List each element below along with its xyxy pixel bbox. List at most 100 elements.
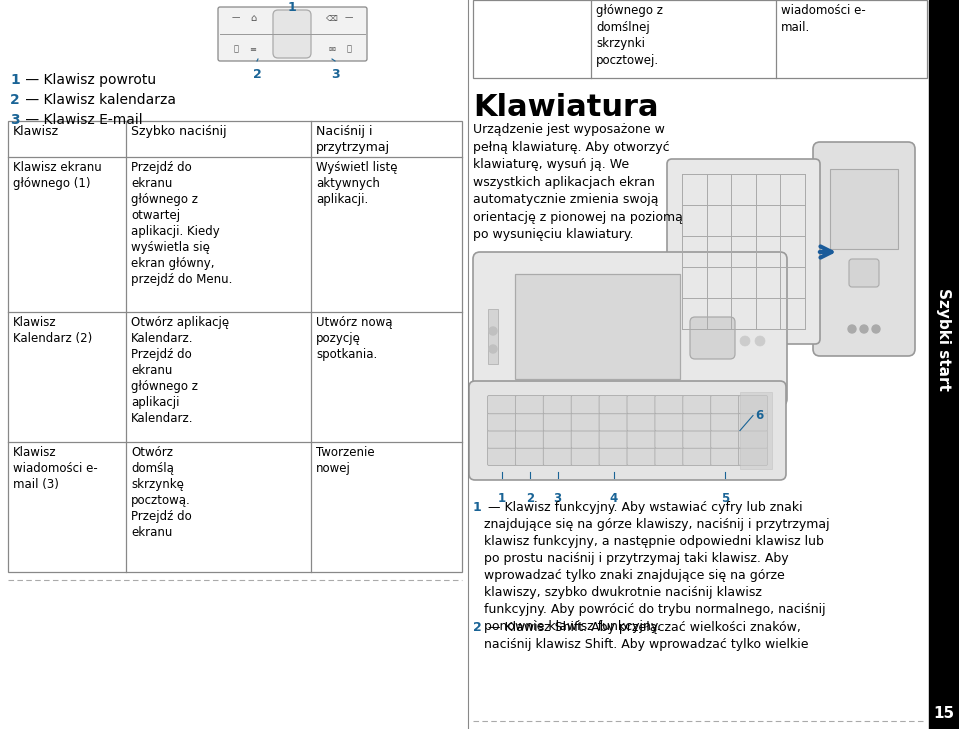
FancyBboxPatch shape [738, 448, 767, 466]
FancyBboxPatch shape [711, 430, 739, 448]
Text: 6: 6 [755, 409, 763, 422]
Text: 3: 3 [10, 113, 19, 127]
FancyBboxPatch shape [487, 448, 516, 466]
Text: 1: 1 [473, 501, 481, 514]
FancyBboxPatch shape [627, 430, 656, 448]
Circle shape [740, 336, 750, 346]
FancyBboxPatch shape [515, 448, 545, 466]
FancyBboxPatch shape [813, 142, 915, 356]
FancyBboxPatch shape [738, 396, 767, 414]
Text: 2: 2 [10, 93, 20, 107]
FancyBboxPatch shape [599, 448, 628, 466]
Text: — Klawisz powrotu: — Klawisz powrotu [21, 73, 156, 87]
Text: Otwórz
domślą
skrzynkę
pocztową.
Przejdź do
ekranu: Otwórz domślą skrzynkę pocztową. Przejdź… [131, 446, 192, 539]
Text: 4: 4 [609, 492, 618, 505]
FancyBboxPatch shape [683, 448, 712, 466]
Text: ⌂: ⌂ [250, 13, 256, 23]
FancyBboxPatch shape [690, 317, 735, 359]
FancyBboxPatch shape [515, 413, 545, 431]
FancyBboxPatch shape [683, 430, 712, 448]
FancyBboxPatch shape [544, 413, 573, 431]
Text: 3: 3 [553, 492, 562, 505]
Text: ⌫: ⌫ [326, 14, 338, 23]
Text: 2: 2 [473, 621, 481, 634]
FancyBboxPatch shape [487, 413, 516, 431]
Text: — Klawisz funkcyjny. Aby wstawiać cyfry lub znaki
znajdujące się na górze klawis: — Klawisz funkcyjny. Aby wstawiać cyfry … [484, 501, 830, 633]
FancyBboxPatch shape [599, 430, 628, 448]
FancyBboxPatch shape [572, 448, 600, 466]
FancyBboxPatch shape [473, 252, 787, 406]
Text: — Klawisz kalendarza: — Klawisz kalendarza [21, 93, 176, 107]
Circle shape [755, 336, 765, 346]
Text: — Klawisz E-mail: — Klawisz E-mail [21, 113, 143, 127]
Text: Naciśnij i
przytrzymaj: Naciśnij i przytrzymaj [316, 125, 390, 154]
FancyBboxPatch shape [667, 159, 820, 344]
Text: 3: 3 [331, 68, 339, 81]
Text: 15: 15 [933, 706, 954, 720]
FancyBboxPatch shape [655, 430, 684, 448]
Text: Szybki start: Szybki start [937, 287, 951, 391]
Text: 1: 1 [10, 73, 20, 87]
Bar [515, 274, 680, 379]
FancyBboxPatch shape [469, 381, 786, 480]
FancyBboxPatch shape [711, 396, 739, 414]
FancyBboxPatch shape [655, 448, 684, 466]
FancyBboxPatch shape [572, 396, 600, 414]
Text: 1: 1 [498, 492, 506, 505]
Text: —: — [232, 14, 240, 23]
FancyBboxPatch shape [849, 259, 879, 287]
Text: Klawisz
wiadomości e-
mail (3): Klawisz wiadomości e- mail (3) [13, 446, 98, 491]
Text: 5: 5 [721, 492, 729, 505]
FancyBboxPatch shape [599, 413, 628, 431]
Text: głównego z
domślnej
skrzynki
pocztowej.: głównego z domślnej skrzynki pocztowej. [596, 4, 663, 66]
FancyBboxPatch shape [487, 430, 516, 448]
FancyBboxPatch shape [738, 430, 767, 448]
Text: Szybko naciśnij: Szybko naciśnij [131, 125, 226, 138]
Text: 2: 2 [526, 492, 534, 505]
FancyBboxPatch shape [273, 10, 311, 58]
FancyBboxPatch shape [683, 396, 712, 414]
Text: wiadomości e-
mail.: wiadomości e- mail. [781, 4, 866, 34]
FancyBboxPatch shape [711, 413, 739, 431]
Text: Przejdź do
ekranu
głównego z
otwartej
aplikacji. Kiedy
wyświetla się
ekran główn: Przejdź do ekranu głównego z otwartej ap… [131, 161, 232, 286]
FancyBboxPatch shape [738, 413, 767, 431]
FancyBboxPatch shape [599, 396, 628, 414]
Text: ⌕: ⌕ [346, 44, 352, 53]
FancyBboxPatch shape [655, 396, 684, 414]
Circle shape [872, 325, 880, 333]
Text: Tworzenie
nowej: Tworzenie nowej [316, 446, 375, 475]
FancyBboxPatch shape [627, 413, 656, 431]
FancyBboxPatch shape [627, 448, 656, 466]
Circle shape [860, 325, 868, 333]
Text: 2: 2 [252, 68, 262, 81]
Text: Urządzenie jest wyposażone w
pełną klawiaturę. Aby otworzyć
klawiaturę, wysuń ją: Urządzenie jest wyposażone w pełną klawi… [473, 123, 683, 241]
Text: Wyświetl listę
aktywnych
aplikacji.: Wyświetl listę aktywnych aplikacji. [316, 161, 397, 206]
Text: 1: 1 [288, 1, 296, 14]
Circle shape [489, 327, 497, 335]
FancyBboxPatch shape [544, 448, 573, 466]
FancyBboxPatch shape [515, 396, 545, 414]
Bar [473, 0, 927, 78]
FancyBboxPatch shape [711, 448, 739, 466]
FancyBboxPatch shape [655, 413, 684, 431]
Text: Klawisz: Klawisz [13, 125, 59, 138]
Text: —: — [345, 14, 353, 23]
Text: ≡: ≡ [249, 44, 256, 53]
FancyBboxPatch shape [544, 430, 573, 448]
Text: — Klawisz Shift. Aby przełączać wielkości znaków,
naciśnij klawisz Shift. Aby wp: — Klawisz Shift. Aby przełączać wielkośc… [484, 621, 808, 651]
FancyBboxPatch shape [683, 413, 712, 431]
Bar [830, 169, 898, 249]
Circle shape [489, 345, 497, 353]
Bar [488, 309, 498, 364]
Bar [8, 121, 462, 572]
FancyBboxPatch shape [515, 430, 545, 448]
FancyBboxPatch shape [627, 396, 656, 414]
Bar [740, 392, 772, 469]
Text: Klawiatura: Klawiatura [473, 93, 659, 122]
Text: Klawisz
Kalendarz (2): Klawisz Kalendarz (2) [13, 316, 92, 345]
Text: Otwórz aplikację
Kalendarz.
Przejdź do
ekranu
głównego z
aplikacji
Kalendarz.: Otwórz aplikację Kalendarz. Przejdź do e… [131, 316, 229, 425]
Circle shape [848, 325, 856, 333]
Text: Utwórz nową
pozycję
spotkania.: Utwórz nową pozycję spotkania. [316, 316, 392, 361]
Text: ⌢: ⌢ [233, 44, 239, 53]
FancyBboxPatch shape [572, 413, 600, 431]
